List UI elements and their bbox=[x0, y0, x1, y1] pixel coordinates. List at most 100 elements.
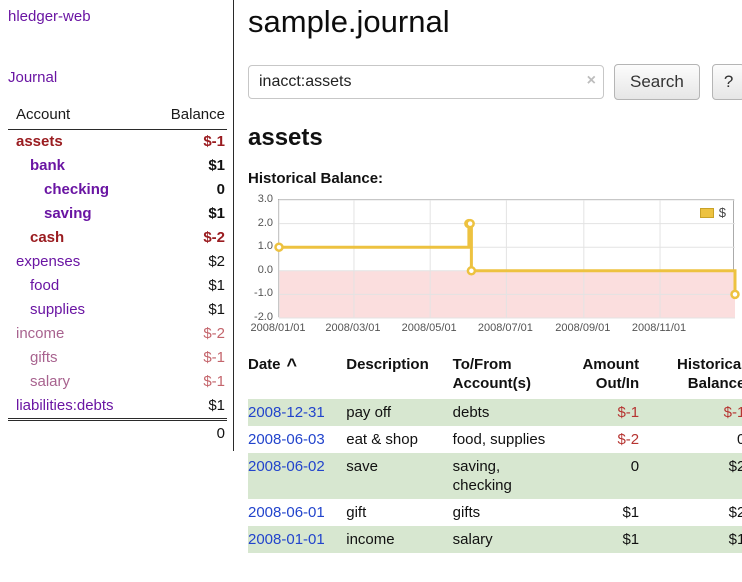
tx-row: 2008-06-02 save saving, checking 0 $2 bbox=[248, 453, 742, 499]
register-header-account: To/From Account(s) bbox=[452, 356, 531, 392]
tx-row: 2008-12-31 pay off debts $-1 $-1 bbox=[248, 399, 742, 426]
register-header-date[interactable]: Date ^ bbox=[248, 353, 346, 399]
chart-plot-svg bbox=[274, 199, 740, 319]
y-tick-label: -1.0 bbox=[254, 287, 273, 300]
historical-balance-chart: 3.0 2.0 1.0 0.0 -1.0 -2.0 $ bbox=[248, 193, 742, 323]
tx-balance: $1 bbox=[728, 531, 742, 548]
x-tick-label: 2008/09/01 bbox=[555, 322, 611, 334]
x-tick-label: 2008/01/01 bbox=[250, 322, 306, 334]
account-link-salary[interactable]: salary bbox=[30, 373, 71, 390]
account-link-liabilities-debts[interactable]: liabilities:debts bbox=[16, 397, 114, 414]
tx-balance: $-1 bbox=[723, 404, 742, 421]
account-row-salary: salary $-1 bbox=[8, 370, 227, 394]
main-content: sample.journal × Search ? assets Histori… bbox=[234, 0, 742, 561]
page: hledger-web Journal Account Balance asse… bbox=[0, 0, 742, 561]
x-tick-label: 2008/05/01 bbox=[401, 322, 457, 334]
account-row-income: income $-2 bbox=[8, 322, 227, 346]
account-row-assets: assets $-1 bbox=[8, 130, 227, 155]
tx-description: eat & shop bbox=[346, 431, 418, 448]
tx-account: gifts bbox=[452, 504, 481, 521]
account-balance: $-1 bbox=[203, 373, 225, 390]
tx-row: 2008-01-01 income salary $1 $1 bbox=[248, 526, 742, 553]
account-balance: 0 bbox=[216, 181, 225, 198]
tx-date-link[interactable]: 2008-06-01 bbox=[248, 504, 325, 521]
date-sort-link[interactable]: Date bbox=[248, 356, 281, 373]
clear-search-icon[interactable]: × bbox=[586, 72, 596, 89]
sidebar: hledger-web Journal Account Balance asse… bbox=[0, 0, 234, 451]
account-link-bank[interactable]: bank bbox=[30, 157, 66, 174]
accounts-total-value: 0 bbox=[144, 418, 227, 447]
page-title: sample.journal bbox=[248, 4, 450, 39]
account-balance: $-2 bbox=[203, 325, 225, 342]
account-link-assets[interactable]: assets bbox=[16, 133, 63, 150]
account-row-food: food $1 bbox=[8, 274, 227, 298]
help-button[interactable]: ? bbox=[711, 64, 742, 100]
account-row-cash: cash $-2 bbox=[8, 226, 227, 250]
search-input[interactable] bbox=[248, 65, 604, 99]
section-title: assets bbox=[248, 124, 323, 151]
account-row-checking: checking 0 bbox=[8, 178, 227, 202]
account-row-expenses: expenses $2 bbox=[8, 250, 227, 274]
account-link-food[interactable]: food bbox=[30, 277, 60, 294]
tx-balance: $2 bbox=[728, 504, 742, 521]
tx-account: food, supplies bbox=[452, 431, 546, 448]
accounts-total-row: 0 bbox=[8, 418, 227, 447]
search-box: × bbox=[248, 65, 604, 99]
tx-row: 2008-06-03 eat & shop food, supplies $-2… bbox=[248, 426, 742, 453]
app-title: hledger-web bbox=[8, 8, 227, 25]
account-balance: $2 bbox=[208, 253, 225, 270]
register-header-row: Date ^ Description To/From Account(s) Amo… bbox=[248, 353, 742, 399]
tx-row: 2008-06-01 gift gifts $1 $2 bbox=[248, 499, 742, 526]
sort-ascending-icon: ^ bbox=[286, 355, 298, 375]
tx-amount: 0 bbox=[630, 458, 640, 475]
account-row-supplies: supplies $1 bbox=[8, 298, 227, 322]
chart-title: Historical Balance: bbox=[248, 170, 384, 187]
y-tick-label: 1.0 bbox=[257, 240, 273, 253]
app-title-link[interactable]: hledger-web bbox=[8, 8, 91, 25]
accounts-header-balance: Balance bbox=[144, 102, 227, 130]
account-link-gifts[interactable]: gifts bbox=[30, 349, 58, 366]
y-tick-label: 2.0 bbox=[257, 216, 273, 229]
account-row-gifts: gifts $-1 bbox=[8, 346, 227, 370]
tx-balance: $2 bbox=[728, 458, 742, 475]
y-tick-label: 0.0 bbox=[257, 263, 273, 276]
nav-journal: Journal bbox=[8, 69, 227, 86]
accounts-header-row: Account Balance bbox=[8, 102, 227, 130]
accounts-header-account: Account bbox=[8, 102, 145, 130]
tx-date-link[interactable]: 2008-06-03 bbox=[248, 431, 325, 448]
search-button[interactable]: Search bbox=[614, 64, 700, 100]
account-balance: $-1 bbox=[203, 133, 225, 150]
tx-amount: $-1 bbox=[617, 404, 640, 421]
account-link-income[interactable]: income bbox=[16, 325, 65, 342]
account-row-liabilities-debts: liabilities:debts $1 bbox=[8, 394, 227, 420]
tx-account: saving, checking bbox=[452, 458, 512, 494]
tx-date-link[interactable]: 2008-06-02 bbox=[248, 458, 325, 475]
account-link-expenses[interactable]: expenses bbox=[16, 253, 81, 270]
accounts-table: Account Balance assets $-1 bank $1 check… bbox=[8, 102, 227, 447]
tx-description: pay off bbox=[346, 404, 391, 421]
account-balance: $-1 bbox=[203, 349, 225, 366]
chart-y-axis: 3.0 2.0 1.0 0.0 -1.0 -2.0 bbox=[248, 193, 278, 323]
legend-swatch-icon bbox=[699, 207, 714, 218]
tx-account: debts bbox=[452, 404, 490, 421]
account-link-cash[interactable]: cash bbox=[30, 229, 65, 246]
register-table: Date ^ Description To/From Account(s) Amo… bbox=[248, 353, 742, 553]
account-link-supplies[interactable]: supplies bbox=[30, 301, 86, 318]
account-balance: $1 bbox=[208, 157, 225, 174]
account-link-saving[interactable]: saving bbox=[44, 205, 92, 222]
tx-date-link[interactable]: 2008-01-01 bbox=[248, 531, 325, 548]
tx-account: salary bbox=[452, 531, 493, 548]
chart-x-axis: 2008/01/01 2008/03/01 2008/05/01 2008/07/01… bbox=[250, 319, 734, 337]
y-tick-label: 3.0 bbox=[257, 193, 273, 205]
x-tick-label: 2008/11/01 bbox=[631, 322, 687, 334]
journal-link[interactable]: Journal bbox=[8, 69, 58, 86]
account-balance: $1 bbox=[208, 277, 225, 294]
account-balance: $1 bbox=[208, 301, 225, 318]
account-link-checking[interactable]: checking bbox=[44, 181, 110, 198]
account-balance: $-2 bbox=[203, 229, 225, 246]
legend-label: $ bbox=[718, 205, 726, 220]
tx-date-link[interactable]: 2008-12-31 bbox=[248, 404, 325, 421]
tx-description: gift bbox=[346, 504, 367, 521]
tx-description: income bbox=[346, 531, 395, 548]
register-header-balance: Historical Balance bbox=[676, 356, 742, 392]
